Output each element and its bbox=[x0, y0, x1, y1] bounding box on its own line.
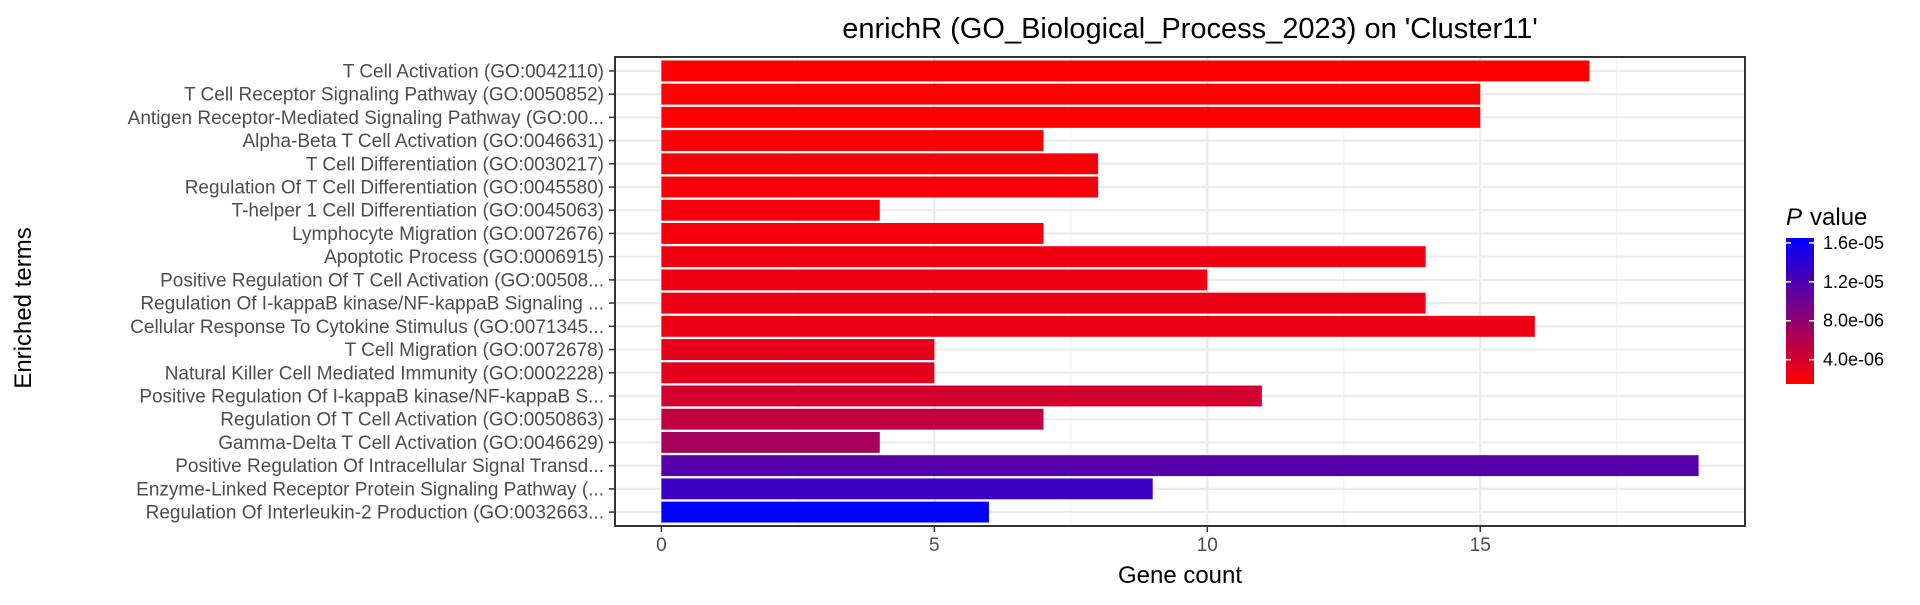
y-tick-label: Regulation Of Interleukin-2 Production (… bbox=[146, 503, 604, 524]
y-tick-label: Positive Regulation Of T Cell Activation… bbox=[160, 270, 604, 291]
legend-ticks: 1.6e-05 1.2e-05 8.0e-06 4.0e-06 bbox=[1786, 233, 1884, 370]
x-tick-label: 15 bbox=[1470, 535, 1491, 556]
y-tick-label: Positive Regulation Of Intracellular Sig… bbox=[175, 456, 604, 477]
bar bbox=[661, 501, 989, 523]
bar bbox=[661, 362, 935, 384]
y-tick-label: Enzyme-Linked Receptor Protein Signaling… bbox=[136, 479, 604, 500]
bar bbox=[661, 408, 1044, 430]
y-tick-label: T Cell Activation (GO:0042110) bbox=[343, 61, 604, 82]
y-tick-label: Gamma-Delta T Cell Activation (GO:004662… bbox=[218, 433, 604, 454]
bar bbox=[661, 223, 1044, 244]
y-tick-label: Apoptotic Process (GO:0006915) bbox=[324, 247, 604, 268]
bar bbox=[661, 60, 1590, 82]
bar bbox=[661, 431, 880, 453]
x-tick-label: 10 bbox=[1197, 535, 1218, 556]
bar bbox=[661, 106, 1481, 128]
x-axis-label: Gene count bbox=[1118, 562, 1242, 589]
bar bbox=[661, 385, 1262, 407]
bar bbox=[661, 315, 1535, 337]
y-tick-label: Regulation Of T Cell Activation (GO:0050… bbox=[220, 410, 604, 431]
y-tick-label: T-helper 1 Cell Differentiation (GO:0045… bbox=[232, 201, 604, 222]
legend-colorbar bbox=[1786, 238, 1814, 384]
y-tick-label: T Cell Migration (GO:0072678) bbox=[345, 340, 604, 361]
plot-border bbox=[614, 56, 1746, 527]
bar bbox=[661, 153, 1099, 175]
x-tick-label: 0 bbox=[656, 535, 667, 556]
legend-tick-label: 1.2e-05 bbox=[1823, 272, 1884, 292]
y-tick-label: Positive Regulation Of I-kappaB kinase/N… bbox=[139, 386, 604, 407]
legend-title-rest: value bbox=[1810, 204, 1867, 231]
y-tick-label: Alpha-Beta T Cell Activation (GO:0046631… bbox=[242, 131, 604, 152]
bar bbox=[661, 246, 1426, 268]
legend-tick-label: 8.0e-06 bbox=[1823, 311, 1884, 331]
y-tick-label: Antigen Receptor-Mediated Signaling Path… bbox=[128, 108, 604, 129]
bar bbox=[661, 339, 935, 360]
bar bbox=[661, 176, 1099, 198]
legend-tick-label: 1.6e-05 bbox=[1823, 233, 1884, 253]
y-tick-label: Regulation Of I-kappaB kinase/NF-kappaB … bbox=[140, 294, 604, 315]
bar bbox=[661, 269, 1208, 291]
legend-tick-label: 4.0e-06 bbox=[1823, 350, 1884, 370]
y-tick-label: T Cell Differentiation (GO:0030217) bbox=[306, 154, 604, 175]
plot-area: T Cell Activation (GO:0042110) T Cell Rec… bbox=[128, 56, 1746, 556]
bar bbox=[661, 455, 1699, 477]
y-tick-label: T Cell Receptor Signaling Pathway (GO:00… bbox=[184, 85, 604, 106]
y-tick-label: Lymphocyte Migration (GO:0072676) bbox=[292, 224, 604, 245]
bar bbox=[661, 478, 1153, 500]
chart-title: enrichR (GO_Biological_Process_2023) on … bbox=[842, 13, 1538, 45]
y-tick-label: Natural Killer Cell Mediated Immunity (G… bbox=[165, 363, 604, 384]
bar bbox=[661, 292, 1426, 314]
bar bbox=[661, 83, 1481, 105]
y-tick-label: Regulation Of T Cell Differentiation (GO… bbox=[185, 178, 604, 199]
y-tick-label: Cellular Response To Cytokine Stimulus (… bbox=[130, 317, 604, 338]
bar bbox=[661, 199, 880, 221]
bar bbox=[661, 130, 1044, 152]
legend-title-p: P bbox=[1786, 204, 1802, 231]
y-axis-label: Enriched terms bbox=[10, 227, 37, 388]
x-tick-label: 5 bbox=[929, 535, 940, 556]
